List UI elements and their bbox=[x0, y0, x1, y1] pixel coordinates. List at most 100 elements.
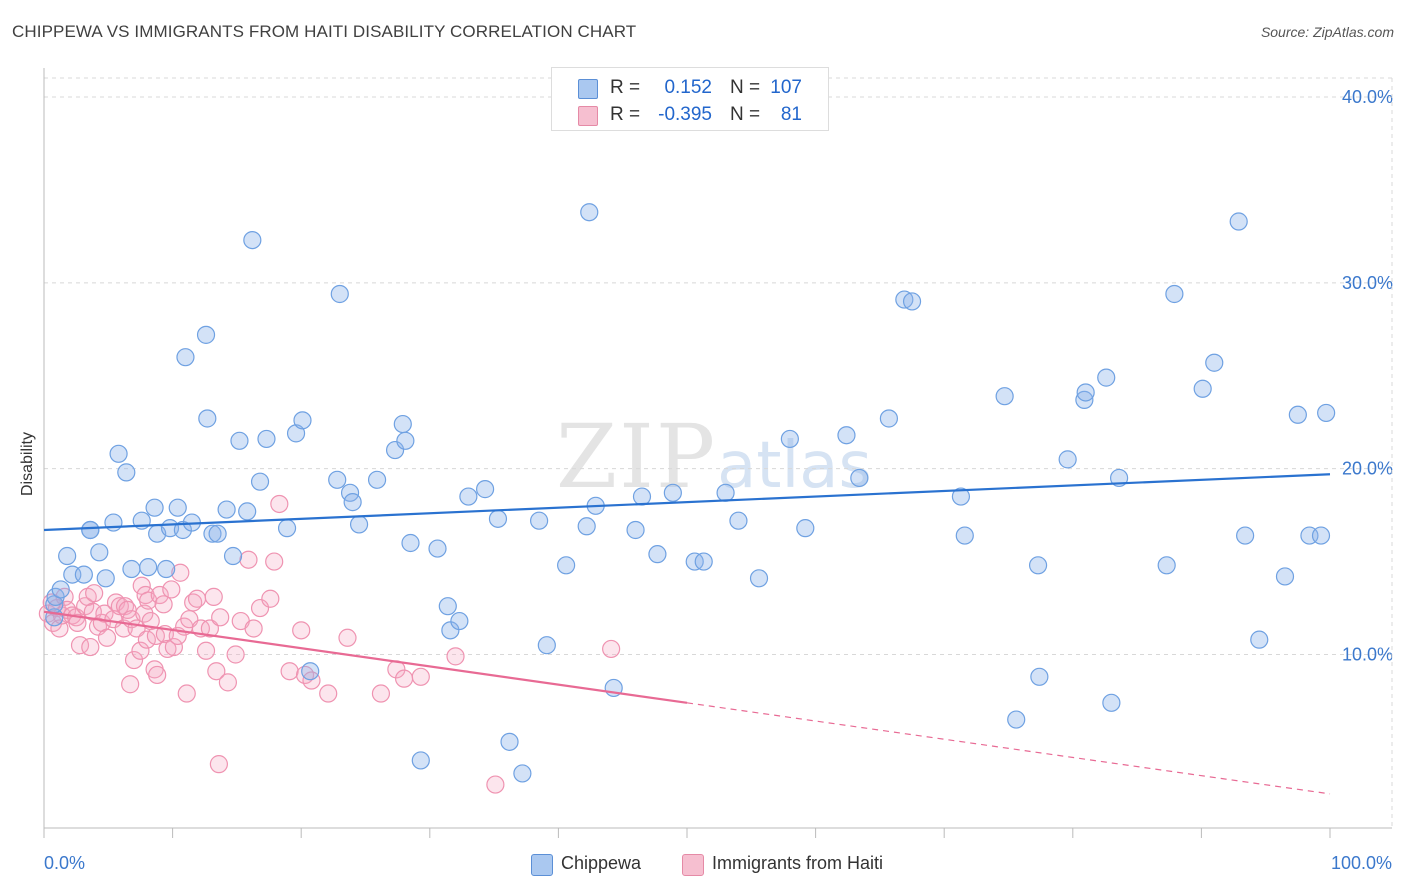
haiti-point bbox=[261, 589, 280, 608]
chippewa-point bbox=[500, 732, 519, 751]
chippewa-point bbox=[238, 502, 257, 521]
chippewa-point bbox=[557, 556, 576, 575]
haiti-point bbox=[226, 645, 245, 664]
chippewa-point bbox=[694, 552, 713, 571]
chippewa-point bbox=[1097, 368, 1116, 387]
chippewa-point bbox=[488, 509, 508, 528]
haiti-point bbox=[196, 641, 216, 660]
n-label: N = bbox=[730, 77, 761, 98]
haiti-point bbox=[486, 775, 505, 794]
chippewa-point bbox=[196, 325, 216, 344]
haiti-point bbox=[211, 608, 230, 627]
chippewa-point bbox=[780, 429, 799, 449]
chippewa-point bbox=[198, 409, 217, 428]
chippewa-point bbox=[475, 480, 495, 499]
haiti-point bbox=[124, 650, 144, 670]
y-tick-label: 10.0% bbox=[1342, 645, 1393, 665]
chippewa-point bbox=[145, 498, 164, 517]
chippewa-point bbox=[250, 472, 270, 491]
chippewa-point bbox=[879, 409, 899, 428]
chippewa-point bbox=[330, 284, 349, 304]
n-value: 107 bbox=[770, 77, 802, 98]
chippewa-point bbox=[96, 569, 115, 588]
y-tick-label: 20.0% bbox=[1342, 459, 1393, 479]
chippewa-point bbox=[632, 487, 652, 506]
chippewa-swatch bbox=[578, 79, 598, 99]
haiti-trend-line bbox=[43, 610, 688, 704]
chippewa-point bbox=[537, 636, 556, 655]
chippewa-point bbox=[438, 597, 457, 616]
legend-label: Immigrants from Haiti bbox=[712, 853, 884, 873]
haiti-point bbox=[162, 580, 181, 599]
haiti-point bbox=[154, 595, 173, 614]
haiti-point bbox=[319, 684, 338, 703]
chippewa-point bbox=[396, 431, 415, 450]
chippewa-point bbox=[217, 500, 236, 519]
chippewa-point bbox=[1193, 379, 1212, 398]
haiti-point bbox=[177, 684, 196, 703]
chart-title: CHIPPEWA VS IMMIGRANTS FROM HAITI DISABI… bbox=[12, 22, 637, 41]
haiti-swatch bbox=[578, 106, 598, 126]
legend-row-chippewa: R = 0.152 N = 107 bbox=[552, 76, 828, 102]
haiti-point bbox=[158, 639, 177, 659]
n-value: 81 bbox=[780, 104, 802, 125]
chippewa-point bbox=[995, 387, 1014, 406]
chippewa-point bbox=[450, 611, 469, 631]
chippewa-point bbox=[1030, 667, 1049, 686]
chippewa-point bbox=[626, 520, 645, 540]
haiti-point bbox=[81, 637, 100, 657]
y-tick-label: 40.0% bbox=[1342, 87, 1393, 107]
chippewa-point bbox=[951, 487, 971, 506]
r-label: R = bbox=[610, 77, 641, 98]
chippewa-point bbox=[117, 463, 136, 482]
haiti-point bbox=[164, 637, 183, 657]
chippewa-point bbox=[343, 493, 362, 512]
haiti-point bbox=[602, 639, 621, 659]
chippewa-point bbox=[208, 524, 227, 543]
haiti-point bbox=[171, 563, 190, 582]
haiti-point bbox=[394, 669, 414, 688]
chippewa-point bbox=[243, 230, 262, 250]
chippewa-point bbox=[277, 519, 297, 538]
haiti-point bbox=[187, 589, 207, 608]
haiti-point bbox=[265, 552, 284, 571]
chippewa-point bbox=[902, 292, 922, 311]
haiti-point bbox=[411, 667, 430, 686]
chippewa-point bbox=[749, 569, 769, 588]
haiti-point bbox=[209, 755, 228, 774]
haiti-point bbox=[371, 684, 391, 703]
y-axis-label-wrap: Disability bbox=[18, 432, 38, 496]
chippewa-point bbox=[104, 513, 123, 532]
chippewa-point bbox=[257, 429, 276, 449]
chippewa-point bbox=[428, 539, 447, 558]
chippewa-point bbox=[176, 348, 195, 367]
chippewa-point bbox=[411, 751, 430, 770]
chippewa-point bbox=[580, 203, 599, 222]
chippewa-point bbox=[301, 662, 320, 681]
chippewa-point bbox=[203, 524, 222, 543]
haiti-point bbox=[302, 671, 321, 690]
chippewa-point bbox=[90, 543, 109, 562]
chippewa-point bbox=[513, 764, 532, 783]
chippewa-point bbox=[837, 426, 856, 445]
haiti-point bbox=[204, 587, 223, 606]
chippewa-point bbox=[51, 580, 70, 599]
watermark-atlas: atlas bbox=[717, 429, 872, 503]
haiti-point bbox=[85, 584, 104, 603]
chippewa-point bbox=[58, 546, 77, 566]
chippewa-point bbox=[1317, 403, 1336, 423]
chippewa-point bbox=[1275, 567, 1295, 586]
r-value: 0.152 bbox=[664, 77, 712, 98]
x-tick-label: 100.0% bbox=[1331, 853, 1392, 873]
chippewa-point bbox=[122, 559, 141, 579]
chippewa-point bbox=[1075, 390, 1094, 410]
haiti-point bbox=[131, 641, 150, 660]
haiti-point bbox=[68, 613, 87, 633]
chippewa-point bbox=[1157, 556, 1176, 575]
legend-label: Chippewa bbox=[561, 853, 642, 873]
y-tick-label: 30.0% bbox=[1342, 273, 1393, 293]
series-legend: Chippewa Immigrants from Haiti bbox=[0, 852, 1406, 878]
chippewa-point bbox=[293, 411, 312, 430]
chippewa-point bbox=[385, 440, 405, 460]
